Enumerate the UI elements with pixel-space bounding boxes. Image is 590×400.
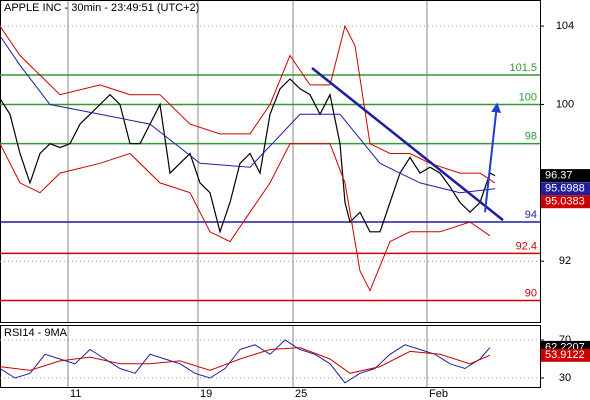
y-tick-label: 30 (559, 372, 571, 384)
main-panel (0, 0, 541, 323)
level-label: 98 (525, 131, 537, 143)
x-tick-label: 25 (295, 388, 307, 400)
arrow (484, 102, 502, 213)
series-line (0, 347, 491, 374)
series-line (0, 143, 491, 292)
x-tick-label: Feb (429, 388, 448, 400)
series-line (0, 339, 491, 384)
y-tick-label: 92 (559, 255, 571, 267)
price-marker (541, 169, 590, 183)
price-marker-label: 95.6988 (545, 183, 585, 195)
price-marker-label: 96.37 (545, 170, 573, 182)
y-tick-label: 100 (556, 98, 574, 110)
price-marker (541, 195, 590, 209)
level-label: 101.5 (509, 62, 537, 74)
price-marker (541, 182, 590, 196)
rsi-title: RSI14 - 9MA (4, 327, 68, 339)
series-line (0, 24, 496, 184)
x-tick-label: 19 (200, 388, 212, 400)
x-tick-label: 11 (70, 388, 81, 400)
level-label: 90 (525, 287, 537, 299)
series-line (0, 78, 496, 234)
series-line (0, 35, 496, 194)
price-marker-label: 95.0383 (545, 196, 585, 208)
level-label: 92.4 (516, 240, 537, 252)
trendline (311, 67, 504, 222)
level-label: 94 (525, 209, 537, 221)
level-label: 100 (519, 91, 537, 103)
price-marker (541, 348, 590, 362)
price-marker-label: 53.9122 (545, 349, 585, 361)
chart-title: APPLE INC - 30min - 23:49:51 (UTC+2) (4, 2, 199, 14)
rsi-panel (0, 325, 541, 388)
y-tick-label: 104 (556, 20, 574, 32)
